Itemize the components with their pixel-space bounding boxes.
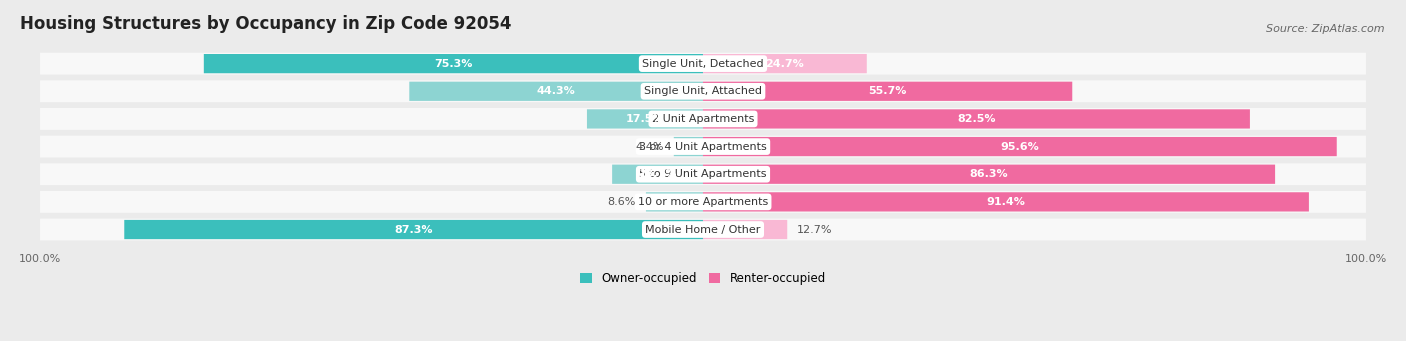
Text: 82.5%: 82.5%	[957, 114, 995, 124]
FancyBboxPatch shape	[39, 80, 1367, 102]
FancyBboxPatch shape	[645, 192, 703, 211]
FancyBboxPatch shape	[39, 191, 1367, 213]
Text: 10 or more Apartments: 10 or more Apartments	[638, 197, 768, 207]
FancyBboxPatch shape	[703, 109, 1250, 129]
Text: 2 Unit Apartments: 2 Unit Apartments	[652, 114, 754, 124]
FancyBboxPatch shape	[703, 81, 1073, 101]
FancyBboxPatch shape	[409, 81, 703, 101]
Text: 4.4%: 4.4%	[636, 142, 664, 152]
Text: 55.7%: 55.7%	[869, 86, 907, 96]
FancyBboxPatch shape	[703, 192, 1309, 211]
Text: Housing Structures by Occupancy in Zip Code 92054: Housing Structures by Occupancy in Zip C…	[20, 15, 512, 33]
Text: 13.7%: 13.7%	[638, 169, 676, 179]
Text: 95.6%: 95.6%	[1001, 142, 1039, 152]
Text: 44.3%: 44.3%	[537, 86, 575, 96]
Text: 5 to 9 Unit Apartments: 5 to 9 Unit Apartments	[640, 169, 766, 179]
Text: Single Unit, Attached: Single Unit, Attached	[644, 86, 762, 96]
FancyBboxPatch shape	[124, 220, 703, 239]
Legend: Owner-occupied, Renter-occupied: Owner-occupied, Renter-occupied	[575, 268, 831, 290]
FancyBboxPatch shape	[39, 136, 1367, 158]
FancyBboxPatch shape	[673, 137, 703, 156]
Text: Source: ZipAtlas.com: Source: ZipAtlas.com	[1267, 24, 1385, 34]
Text: 86.3%: 86.3%	[970, 169, 1008, 179]
Text: 12.7%: 12.7%	[797, 224, 832, 235]
Text: Mobile Home / Other: Mobile Home / Other	[645, 224, 761, 235]
Text: 17.5%: 17.5%	[626, 114, 664, 124]
Text: 8.6%: 8.6%	[607, 197, 636, 207]
FancyBboxPatch shape	[703, 54, 866, 73]
FancyBboxPatch shape	[703, 165, 1275, 184]
FancyBboxPatch shape	[703, 220, 787, 239]
Text: Single Unit, Detached: Single Unit, Detached	[643, 59, 763, 69]
FancyBboxPatch shape	[612, 165, 703, 184]
Text: 75.3%: 75.3%	[434, 59, 472, 69]
FancyBboxPatch shape	[39, 163, 1367, 185]
Text: 87.3%: 87.3%	[395, 224, 433, 235]
FancyBboxPatch shape	[703, 137, 1337, 156]
Text: 24.7%: 24.7%	[765, 59, 804, 69]
FancyBboxPatch shape	[39, 219, 1367, 240]
FancyBboxPatch shape	[39, 108, 1367, 130]
FancyBboxPatch shape	[586, 109, 703, 129]
FancyBboxPatch shape	[204, 54, 703, 73]
Text: 3 or 4 Unit Apartments: 3 or 4 Unit Apartments	[640, 142, 766, 152]
FancyBboxPatch shape	[39, 53, 1367, 75]
Text: 91.4%: 91.4%	[987, 197, 1025, 207]
